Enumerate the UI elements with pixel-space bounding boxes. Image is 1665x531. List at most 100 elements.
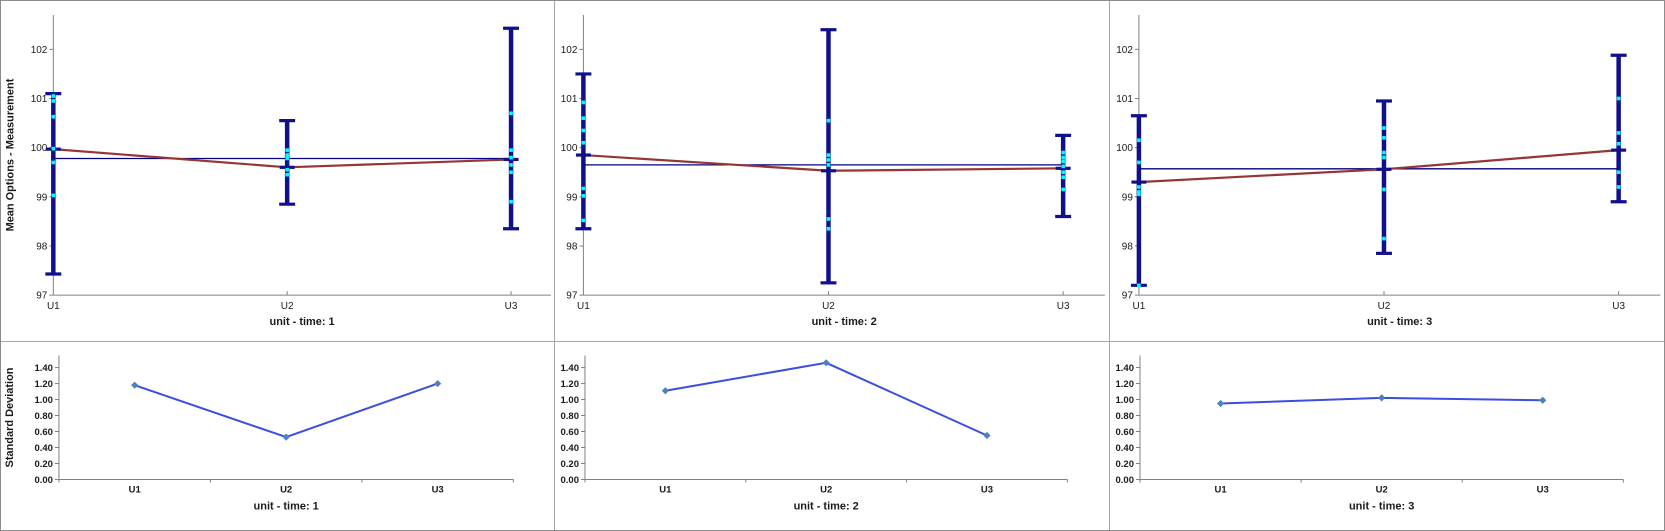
- sd-chart-sd-time-3: 0.00 0.20 0.40 0.60 0.80 1.00 1.20 1.40 U1 U2 U3 un…: [1115, 355, 1624, 513]
- svg-text:0.00: 0.00: [34, 475, 52, 486]
- tick-labels: 0.00 0.20 0.40 0.60 0.80 1.00 1.20 1.40 U1 U2 U3: [34, 363, 443, 495]
- svg-text:97: 97: [567, 291, 579, 302]
- error-bars: [45, 26, 520, 276]
- sd-markers: [131, 379, 442, 441]
- svg-text:U2: U2: [1377, 301, 1390, 312]
- sd-chart-sd-time-1: 0.00 0.20 0.40 0.60 0.80 1.00 1.20 1.40 U1 U2 U3 un…: [4, 355, 514, 512]
- svg-text:101: 101: [31, 94, 48, 105]
- mean-chart-mean-time-1: 97 98 99 100 101 102 U1 U2 U3 unit - time: 1 Mean …: [4, 14, 551, 328]
- svg-text:U2: U2: [1375, 485, 1387, 496]
- tick-labels: 97 98 99 100 101 102 U1 U2 U3: [31, 45, 518, 312]
- svg-text:98: 98: [1121, 241, 1133, 252]
- svg-text:99: 99: [567, 192, 579, 203]
- y-axis-title: Mean Options - Measurement: [4, 78, 16, 231]
- svg-text:98: 98: [567, 241, 579, 252]
- svg-text:1.40: 1.40: [561, 363, 579, 374]
- x-axis-title: unit - time: 2: [794, 500, 859, 512]
- panel-sd-time-3: 0.00 0.20 0.40 0.60 0.80 1.00 1.20 1.40 U1 U2 U3 un…: [1109, 342, 1664, 530]
- sd-markers: [1216, 394, 1547, 408]
- svg-text:0.00: 0.00: [561, 475, 579, 486]
- panel-mean-time-3: 97 98 99 100 101 102 U1 U2 U3 unit - time: 3: [1109, 1, 1664, 342]
- axes: [579, 14, 1106, 296]
- svg-text:0.20: 0.20: [34, 459, 52, 470]
- svg-text:U1: U1: [1214, 485, 1227, 496]
- mean-chart-mean-time-3: 97 98 99 100 101 102 U1 U2 U3 unit - time: 3: [1116, 14, 1661, 328]
- svg-text:U3: U3: [505, 301, 518, 312]
- svg-text:0.80: 0.80: [34, 411, 52, 422]
- svg-text:97: 97: [36, 291, 48, 302]
- x-axis-title: unit - time: 3: [1349, 501, 1414, 513]
- panel-sd-time-2: 0.00 0.20 0.40 0.60 0.80 1.00 1.20 1.40 U1 U2 U3 un…: [555, 342, 1110, 530]
- x-axis-title: unit - time: 3: [1367, 316, 1432, 328]
- svg-text:U1: U1: [47, 301, 60, 312]
- svg-text:U2: U2: [822, 301, 835, 312]
- svg-text:102: 102: [561, 45, 578, 56]
- svg-text:98: 98: [36, 241, 48, 252]
- mean-line: [1138, 149, 1619, 184]
- tick-labels: 97 98 99 100 101 102 U1 U2 U3: [1116, 45, 1625, 312]
- svg-text:1.20: 1.20: [561, 379, 579, 390]
- error-bar-mean-ticks: [576, 153, 1071, 173]
- svg-text:1.40: 1.40: [1115, 363, 1134, 374]
- svg-text:102: 102: [31, 45, 48, 56]
- mean-chart-mean-time-2: 97 98 99 100 101 102 U1 U2 U3 unit - time: 2: [561, 14, 1106, 328]
- svg-text:97: 97: [1121, 291, 1133, 302]
- axes: [581, 355, 1069, 483]
- sd-markers: [662, 359, 991, 440]
- panel-mean-time-1: 97 98 99 100 101 102 U1 U2 U3 unit - time: 1 Mean …: [1, 1, 556, 342]
- svg-text:0.20: 0.20: [1115, 459, 1134, 470]
- panel-sd-time-1: 0.00 0.20 0.40 0.60 0.80 1.00 1.20 1.40 U1 U2 U3 un…: [1, 342, 556, 530]
- tick-labels: 97 98 99 100 101 102 U1 U2 U3: [561, 45, 1070, 312]
- svg-text:101: 101: [1116, 94, 1133, 105]
- svg-text:U2: U2: [281, 301, 294, 312]
- svg-text:U2: U2: [280, 484, 292, 495]
- x-axis-title: unit - time: 1: [270, 316, 335, 328]
- svg-text:U1: U1: [577, 301, 590, 312]
- panel-mean-time-2: 97 98 99 100 101 102 U1 U2 U3 unit - time: 2: [555, 1, 1110, 342]
- svg-text:U3: U3: [1057, 301, 1070, 312]
- svg-text:1.20: 1.20: [1115, 379, 1134, 390]
- svg-text:1.40: 1.40: [34, 363, 52, 374]
- svg-text:0.20: 0.20: [561, 459, 579, 470]
- svg-text:1.00: 1.00: [34, 395, 52, 406]
- sd-line: [134, 382, 438, 439]
- svg-text:U1: U1: [660, 484, 672, 495]
- svg-text:0.60: 0.60: [34, 427, 52, 438]
- measurement-points: [581, 100, 1066, 231]
- x-axis-title: unit - time: 1: [254, 500, 319, 512]
- svg-text:U3: U3: [981, 484, 993, 495]
- svg-text:U3: U3: [1612, 301, 1625, 312]
- axes: [1134, 14, 1661, 296]
- tick-labels: 0.00 0.20 0.40 0.60 0.80 1.00 1.20 1.40 U1 U2 U3: [561, 363, 993, 495]
- svg-text:U1: U1: [129, 484, 141, 495]
- svg-text:0.60: 0.60: [1115, 427, 1134, 438]
- svg-text:U3: U3: [432, 484, 444, 495]
- x-axis-title: unit - time: 2: [812, 316, 877, 328]
- svg-text:1.00: 1.00: [561, 395, 579, 406]
- axes: [1135, 355, 1624, 483]
- measurement-points: [51, 94, 513, 204]
- svg-text:99: 99: [1121, 192, 1133, 203]
- error-bar-mean-ticks: [1131, 148, 1626, 184]
- svg-text:100: 100: [1116, 143, 1133, 154]
- measurement-points: [1136, 96, 1621, 288]
- mean-line: [583, 153, 1064, 172]
- svg-text:1.20: 1.20: [34, 379, 52, 390]
- svg-text:U1: U1: [1132, 301, 1145, 312]
- svg-text:1.00: 1.00: [1115, 395, 1134, 406]
- svg-text:100: 100: [561, 143, 578, 154]
- tick-labels: 0.00 0.20 0.40 0.60 0.80 1.00 1.20 1.40 U1 U2 U3: [1115, 363, 1548, 496]
- sd-chart-sd-time-2: 0.00 0.20 0.40 0.60 0.80 1.00 1.20 1.40 U1 U2 U3 un…: [561, 355, 1069, 512]
- y-axis-title: Standard Deviation: [4, 367, 16, 467]
- svg-text:0.80: 0.80: [1115, 411, 1134, 422]
- svg-text:0.60: 0.60: [561, 427, 579, 438]
- sd-line: [665, 361, 988, 437]
- svg-text:0.40: 0.40: [561, 443, 579, 454]
- svg-text:0.40: 0.40: [34, 443, 52, 454]
- svg-text:0.40: 0.40: [1115, 443, 1134, 454]
- svg-text:99: 99: [36, 192, 48, 203]
- svg-text:0.80: 0.80: [561, 411, 579, 422]
- svg-text:101: 101: [561, 94, 578, 105]
- svg-text:100: 100: [31, 143, 48, 154]
